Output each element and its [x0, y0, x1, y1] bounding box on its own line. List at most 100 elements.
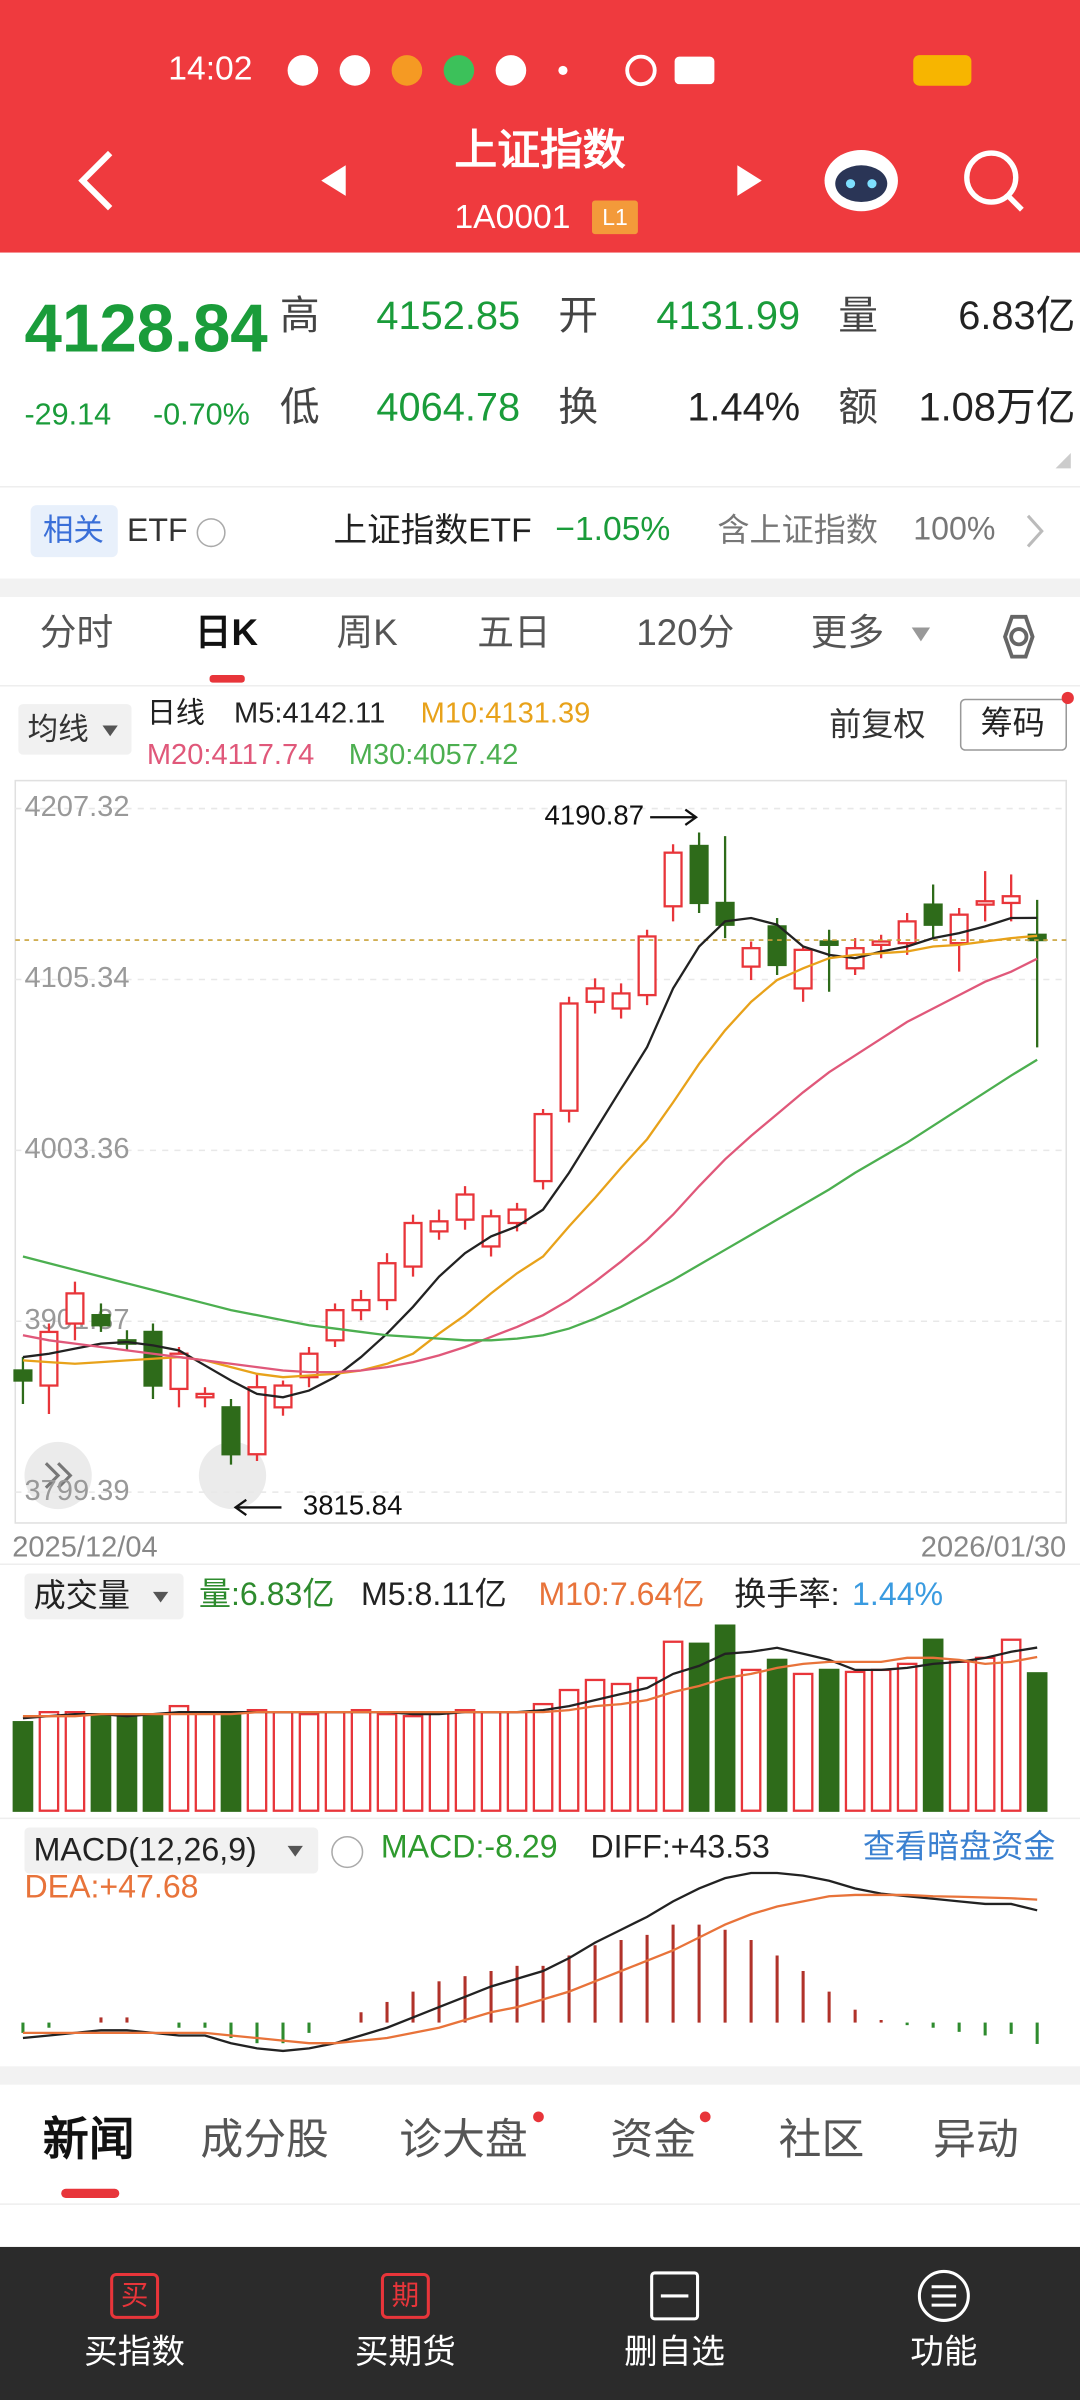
ma-legend: M5:4142.11	[234, 697, 385, 729]
header-code: 1A0001	[454, 199, 570, 236]
candle-body	[1001, 895, 1021, 905]
candle-body	[351, 1298, 371, 1312]
candle-body	[429, 1220, 449, 1233]
volume-button-bg[interactable]	[24, 1573, 184, 1620]
volume-title[interactable]: 成交量	[34, 1577, 130, 1613]
etf-label: ETF	[127, 512, 188, 548]
etf-tag: 相关	[43, 514, 104, 548]
macd-title[interactable]: MACD(12,26,9)	[34, 1832, 257, 1868]
nav-label[interactable]: 功能	[910, 2333, 977, 2371]
macd-button-bg[interactable]	[24, 1827, 319, 1874]
candle-body	[403, 1221, 423, 1268]
volume-bar	[584, 1678, 606, 1812]
field-label: 额	[838, 386, 878, 430]
field-label: 开	[558, 294, 598, 338]
tab[interactable]: 更多	[811, 612, 884, 653]
nav-label[interactable]: 买期货	[355, 2333, 456, 2371]
dropdown-arrow	[287, 1845, 303, 1857]
volume-bar	[90, 1715, 112, 1812]
tab[interactable]: 五日	[477, 612, 550, 653]
volume-bar	[792, 1672, 814, 1812]
macd-legend: DIFF:+43.53	[590, 1828, 769, 1864]
macd-link[interactable]: 查看暗盘资金	[863, 1828, 1056, 1864]
red-dot	[1061, 691, 1074, 705]
ma-button-bg[interactable]	[18, 704, 132, 755]
ma-line	[22, 916, 1038, 1399]
kline-frame	[14, 779, 1067, 1524]
prev-button[interactable]	[321, 165, 346, 196]
volume-bar	[220, 1710, 242, 1812]
price-change: -29.14	[24, 397, 111, 431]
volume-bar	[948, 1660, 970, 1812]
badge-bg	[592, 200, 638, 235]
tab-indicator	[209, 675, 245, 683]
candle-body	[715, 901, 735, 926]
period: 日线	[147, 696, 205, 729]
ma-legend: M30:4057.42	[349, 739, 519, 771]
search-icon[interactable]	[964, 150, 1024, 212]
volume-legend: M10:7.64亿	[538, 1576, 704, 1612]
candle-body	[195, 1392, 215, 1399]
adjust[interactable]: 前复权	[829, 707, 925, 743]
candle-body	[689, 844, 709, 905]
nav-label[interactable]: 删自选	[624, 2333, 725, 2371]
etf-pct: 100%	[913, 511, 995, 547]
volume-bar	[662, 1640, 684, 1812]
field-value: 6.83亿	[958, 294, 1075, 338]
chevron	[1026, 514, 1044, 548]
tab[interactable]: 周K	[337, 612, 399, 653]
volume-bar	[610, 1682, 632, 1812]
news-tab[interactable]: 社区	[779, 2116, 865, 2164]
back-button[interactable]	[78, 150, 113, 211]
volume-bar	[558, 1688, 580, 1812]
candle-body	[325, 1308, 345, 1342]
volume-bar	[1000, 1638, 1022, 1812]
bottom-nav-bg	[0, 2246, 1080, 2400]
volume-bar	[194, 1710, 216, 1812]
candle-body	[455, 1193, 475, 1221]
red-dot	[533, 2111, 544, 2123]
volume-bar	[428, 1710, 450, 1812]
tab[interactable]: 日K	[195, 612, 259, 653]
volume-bar	[168, 1704, 190, 1812]
news-tab[interactable]: 资金	[610, 2116, 696, 2164]
volume-legend: 1.44%	[852, 1576, 943, 1612]
robot-icon[interactable]	[824, 150, 898, 212]
settings-icon[interactable]	[1003, 614, 1035, 659]
volume-bar	[38, 1710, 60, 1812]
volume-bar	[714, 1624, 736, 1812]
field-value: 4131.99	[656, 294, 800, 338]
ma-legend: M20:4117.74	[147, 739, 314, 771]
y-tick-label: 4003.36	[24, 1133, 129, 1165]
dropdown-arrow	[152, 1591, 169, 1603]
chips-button-bg[interactable]	[959, 698, 1067, 751]
volume-legend: 换手率:	[734, 1576, 839, 1612]
etf-name: 上证指数ETF	[333, 512, 531, 550]
candle-body	[663, 851, 683, 908]
candle-body	[975, 900, 995, 906]
nav-icons	[110, 2269, 970, 2322]
volume-bar	[766, 1658, 788, 1812]
candle-body	[611, 992, 631, 1010]
ma-button[interactable]: 均线	[28, 713, 89, 747]
nav-icon-text: 期	[392, 2280, 420, 2311]
nav-label[interactable]: 买指数	[84, 2333, 185, 2371]
next-button[interactable]	[737, 165, 762, 196]
volume-bar	[350, 1708, 372, 1812]
volume-ma-line	[22, 1655, 1038, 1718]
volume-bar	[324, 1710, 346, 1812]
chips-button[interactable]: 筹码	[981, 705, 1045, 741]
x-date-label: 2026/01/30	[921, 1532, 1066, 1564]
volume-bar	[506, 1710, 528, 1812]
news-tab[interactable]: 新闻	[43, 2113, 135, 2165]
candle-body	[169, 1352, 189, 1391]
price-change-pct: -0.70%	[153, 397, 250, 431]
tab[interactable]: 120分	[636, 612, 734, 653]
field-label: 高	[280, 294, 320, 338]
news-tab[interactable]: 诊大盘	[399, 2116, 527, 2164]
news-tab[interactable]: 异动	[933, 2116, 1019, 2164]
etf-row[interactable]: 相关 ETF 上证指数ETF −1.05% 含上证指数 100%	[30, 505, 1044, 558]
macd-legend: MACD:-8.29	[381, 1828, 558, 1864]
news-tab[interactable]: 成分股	[200, 2116, 328, 2164]
tab[interactable]: 分时	[40, 612, 113, 653]
